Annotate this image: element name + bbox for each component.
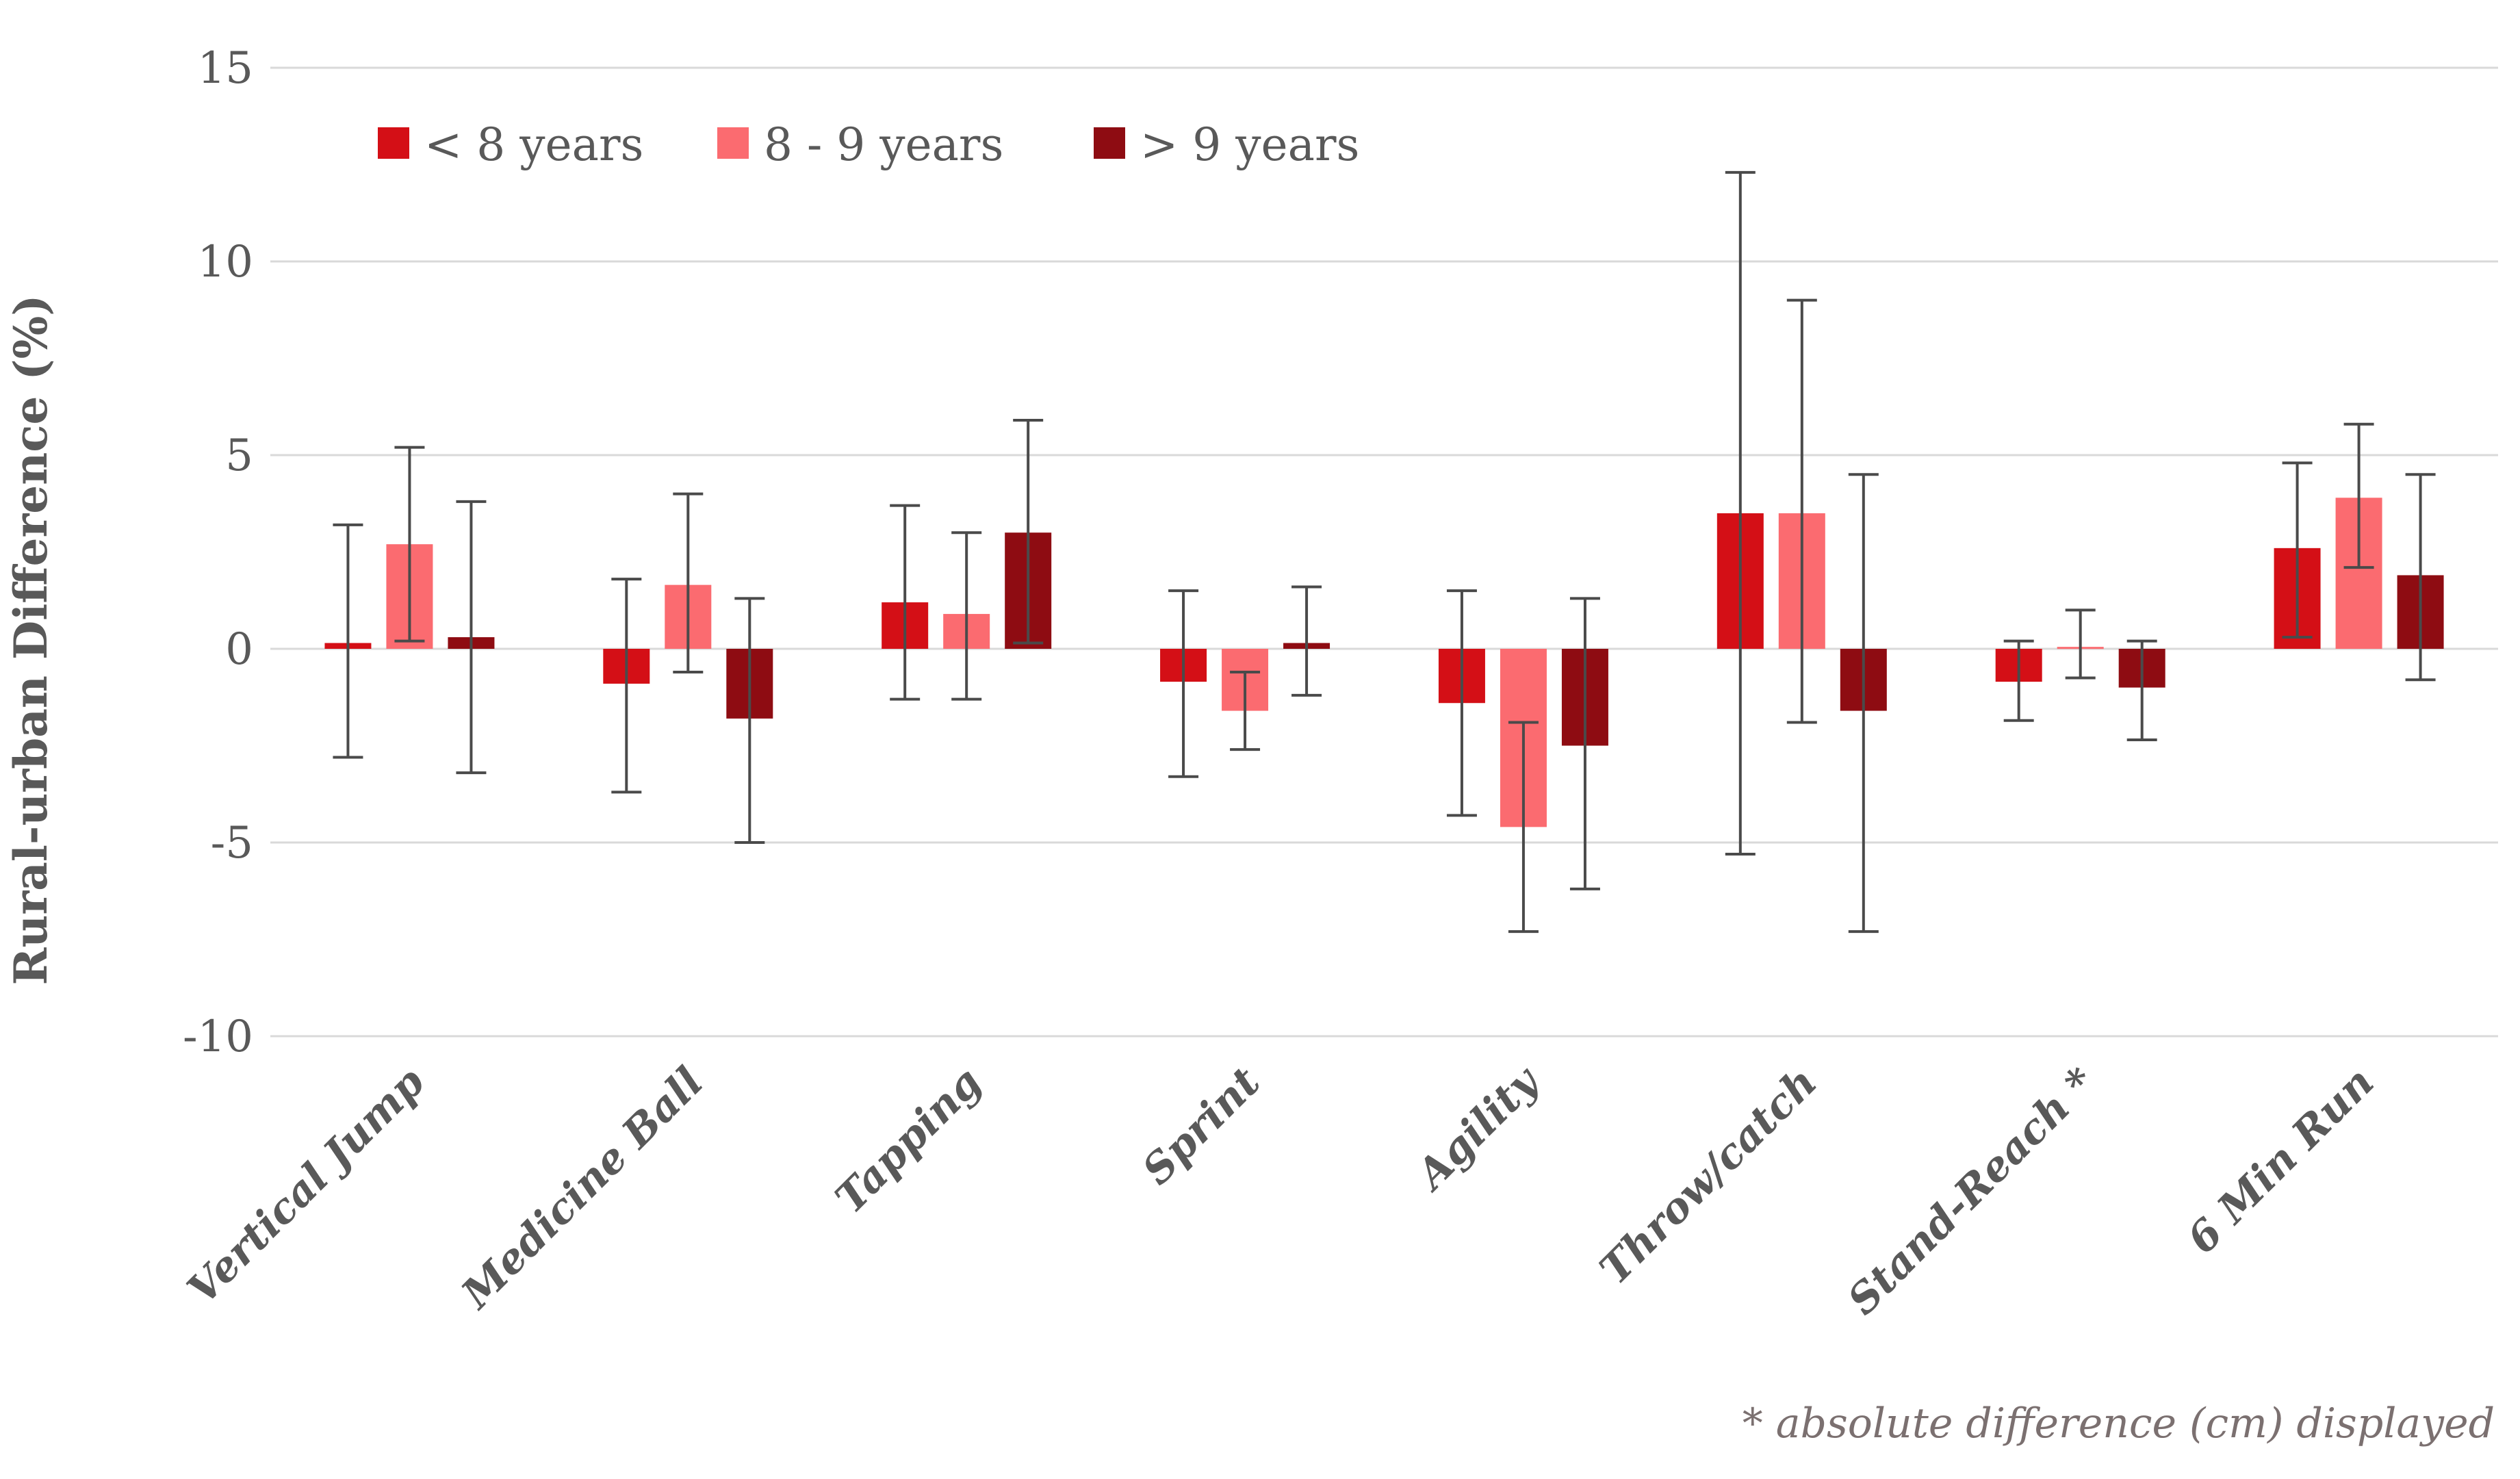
error-bars-group <box>333 170 2436 934</box>
x-category-labels: Vertical Jump Medicine Ball Tapping Sprint A… <box>179 1056 2383 1324</box>
bars-group <box>324 498 2444 827</box>
gridlines-group <box>270 66 2498 1038</box>
legend-label: < 8 years <box>424 118 643 171</box>
x-category-label: Tapping <box>826 1058 990 1222</box>
y-tick-label: -10 <box>183 1012 253 1062</box>
legend-item: > 9 years <box>1094 118 1359 171</box>
y-axis-tick-labels: 15 10 5 0 -5 -10 <box>183 43 253 1062</box>
y-tick-label: -5 <box>211 818 253 869</box>
x-category-label: Throw/catch <box>1591 1058 1826 1294</box>
x-category-label: 6 Min Run <box>2178 1058 2383 1263</box>
x-category-label: Sprint <box>1133 1058 1270 1194</box>
y-tick-label: 15 <box>198 43 253 94</box>
legend-item: 8 - 9 years <box>717 118 1003 171</box>
y-tick-label: 0 <box>225 624 253 675</box>
legend-swatch <box>1094 127 1125 159</box>
x-category-label: Medicine Ball <box>452 1058 712 1319</box>
x-category-label: Agility <box>1405 1056 1550 1200</box>
footnote: * absolute difference (cm) displayed <box>1743 1400 2495 1448</box>
legend-swatch <box>378 127 409 159</box>
y-tick-label: 10 <box>198 237 253 287</box>
chart-legend: < 8 years 8 - 9 years > 9 years <box>378 118 1359 171</box>
legend-item: < 8 years <box>378 118 643 171</box>
y-axis-title: Rural-urban Difference (%) <box>4 294 57 985</box>
legend-label: > 9 years <box>1140 118 1359 171</box>
x-category-label: Vertical Jump <box>179 1058 434 1313</box>
legend-label: 8 - 9 years <box>764 118 1003 171</box>
legend-swatch <box>717 127 749 159</box>
y-tick-label: 5 <box>225 430 253 481</box>
x-category-label: Stand-Reach * <box>1839 1058 2105 1324</box>
